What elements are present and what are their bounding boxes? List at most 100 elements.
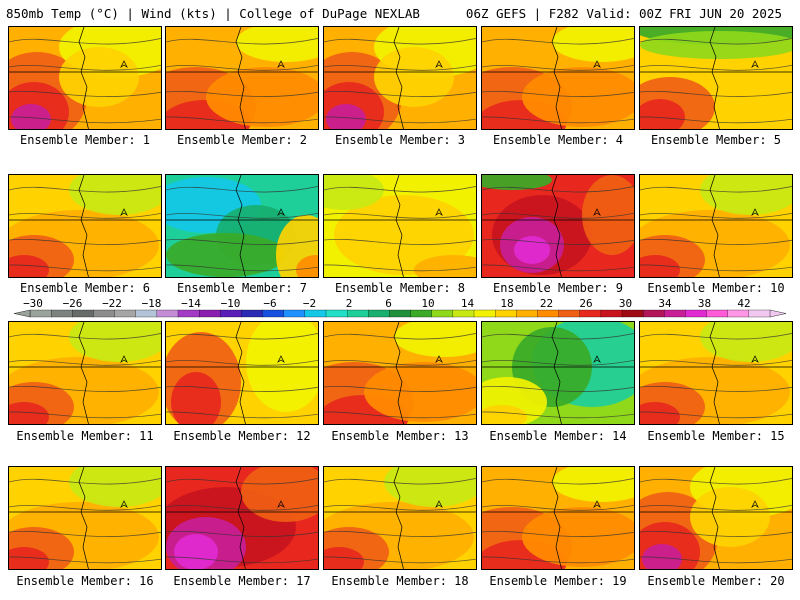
- legend-tick-label: 30: [619, 297, 632, 310]
- temperature-field: [166, 27, 318, 129]
- height-contours: [9, 477, 161, 564]
- member-caption: Ensemble Member: 6: [19, 281, 151, 295]
- temperature-field: [9, 175, 161, 277]
- member-caption: Ensemble Member: 16: [16, 574, 154, 588]
- temperature-field: [9, 467, 161, 569]
- temperature-field: [166, 175, 318, 277]
- legend-swatch: [325, 309, 348, 318]
- height-contours: [166, 477, 318, 564]
- legend-tick-label: −14: [181, 297, 201, 310]
- legend-tick-label: 38: [698, 297, 711, 310]
- legend-tick-label: −18: [142, 297, 162, 310]
- member-caption: Ensemble Member: 3: [334, 133, 466, 147]
- legend-swatch: [494, 309, 517, 318]
- member-caption: Ensemble Member: 1: [19, 133, 151, 147]
- member-caption: Ensemble Member: 10: [647, 281, 785, 295]
- legend-tick-label: 14: [461, 297, 475, 310]
- map-panel-19: [481, 466, 635, 570]
- height-contours: [166, 332, 318, 419]
- legend-tick-label: −22: [102, 297, 122, 310]
- member-caption: Ensemble Member: 8: [334, 281, 466, 295]
- legend-swatch: [431, 309, 454, 318]
- legend-swatch: [29, 309, 52, 318]
- height-contours: [9, 37, 161, 124]
- height-contours: [482, 477, 634, 564]
- member-caption: Ensemble Member: 15: [647, 429, 785, 443]
- legend-swatch: [283, 309, 306, 318]
- legend-tick-label: −6: [263, 297, 276, 310]
- legend-swatch: [93, 309, 116, 318]
- legend-tick-label: 42: [737, 297, 750, 310]
- temperature-field: [324, 322, 476, 424]
- legend-tick-label: −10: [221, 297, 241, 310]
- member-caption: Ensemble Member: 13: [331, 429, 469, 443]
- legend-tick-label: 10: [421, 297, 434, 310]
- temperature-field: [482, 467, 634, 569]
- map-panel-11: [8, 321, 162, 425]
- legend-tick-label: 6: [385, 297, 392, 310]
- map-panel-17: [165, 466, 319, 570]
- legend-swatch: [114, 309, 137, 318]
- legend-swatch: [135, 309, 158, 318]
- map-panel-8: [323, 174, 477, 278]
- member-caption: Ensemble Member: 14: [489, 429, 627, 443]
- legend-tick-label: 34: [658, 297, 672, 310]
- legend-swatch: [241, 309, 264, 318]
- height-contours: [482, 185, 634, 272]
- member-caption: Ensemble Member: 2: [176, 133, 308, 147]
- color-legend: −30 −26 −22 −18 −14 −10 −6 −2 2 6 10 14 18 22 26 30 34 38…: [13, 297, 787, 318]
- legend-swatch: [262, 309, 285, 318]
- legend-swatch: [706, 309, 729, 318]
- map-panel-20: [639, 466, 793, 570]
- member-caption: Ensemble Member: 17: [173, 574, 311, 588]
- legend-swatch: [50, 309, 73, 318]
- member-caption: Ensemble Member: 18: [331, 574, 469, 588]
- member-caption: Ensemble Member: 11: [16, 429, 154, 443]
- map-panel-2: [165, 26, 319, 130]
- map-panel-18: [323, 466, 477, 570]
- legend-tick-label: 26: [579, 297, 592, 310]
- height-contours: [640, 185, 792, 272]
- legend-tick-label: −30: [23, 297, 43, 310]
- legend-tick-label: 2: [346, 297, 353, 310]
- height-contours: [166, 37, 318, 124]
- temperature-field: [324, 27, 476, 129]
- height-contours: [640, 332, 792, 419]
- legend-tick-label: 22: [540, 297, 553, 310]
- run-info: 06Z GEFS | F282 Valid: 00Z FRI JUN 20 20…: [465, 6, 782, 21]
- height-contours: [640, 37, 792, 124]
- member-caption: Ensemble Member: 19: [489, 574, 627, 588]
- map-panel-3: [323, 26, 477, 130]
- legend-swatch: [410, 309, 433, 318]
- legend-swatch: [537, 309, 560, 318]
- temperature-field: [640, 322, 792, 424]
- temperature-field: [166, 322, 318, 424]
- height-contours: [324, 185, 476, 272]
- height-contours: [482, 332, 634, 419]
- map-panel-7: [165, 174, 319, 278]
- map-panel-10: [639, 174, 793, 278]
- legend-swatch: [156, 309, 179, 318]
- height-contours: [324, 37, 476, 124]
- legend-swatch: [368, 309, 391, 318]
- height-contours: [9, 332, 161, 419]
- temperature-field: [9, 322, 161, 424]
- height-contours: [482, 37, 634, 124]
- map-panel-9: [481, 174, 635, 278]
- legend-swatch: [558, 309, 581, 318]
- height-contours: [324, 332, 476, 419]
- map-panel-13: [323, 321, 477, 425]
- legend-swatch: [304, 309, 327, 318]
- legend-swatch: [664, 309, 687, 318]
- legend-swatch: [177, 309, 200, 318]
- chart-title: 850mb Temp (°C) | Wind (kts) | College o…: [6, 6, 420, 21]
- legend-swatch: [748, 309, 771, 318]
- temperature-field: [640, 467, 792, 569]
- temperature-field: [324, 175, 476, 277]
- map-panel-6: [8, 174, 162, 278]
- member-caption: Ensemble Member: 9: [492, 281, 624, 295]
- temperature-field: [640, 27, 792, 129]
- legend-swatch: [600, 309, 623, 318]
- legend-tick-label: −2: [303, 297, 316, 310]
- legend-swatch: [389, 309, 412, 318]
